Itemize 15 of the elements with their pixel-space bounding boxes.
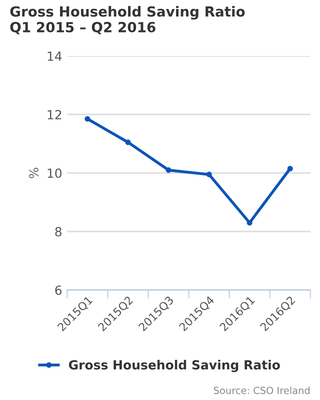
legend-label: Gross Household Saving Ratio bbox=[68, 360, 280, 372]
point bbox=[287, 166, 293, 172]
point bbox=[246, 220, 252, 226]
y-tick-label: 8 bbox=[55, 226, 62, 236]
chart-title: Gross Household Saving Ratio Q1 2015 – Q2 2016 bbox=[10, 6, 245, 34]
point bbox=[206, 172, 212, 178]
y-tick-label: 14 bbox=[48, 52, 62, 61]
y-tick-label: 6 bbox=[55, 285, 62, 295]
point bbox=[125, 140, 131, 146]
point bbox=[84, 116, 90, 122]
y-tick-label: 12 bbox=[48, 110, 62, 120]
y-axis-title: % bbox=[29, 168, 38, 178]
point bbox=[166, 167, 172, 173]
source-note: Source: CSO Ireland bbox=[214, 386, 310, 394]
y-tick-label: 10 bbox=[48, 168, 62, 178]
